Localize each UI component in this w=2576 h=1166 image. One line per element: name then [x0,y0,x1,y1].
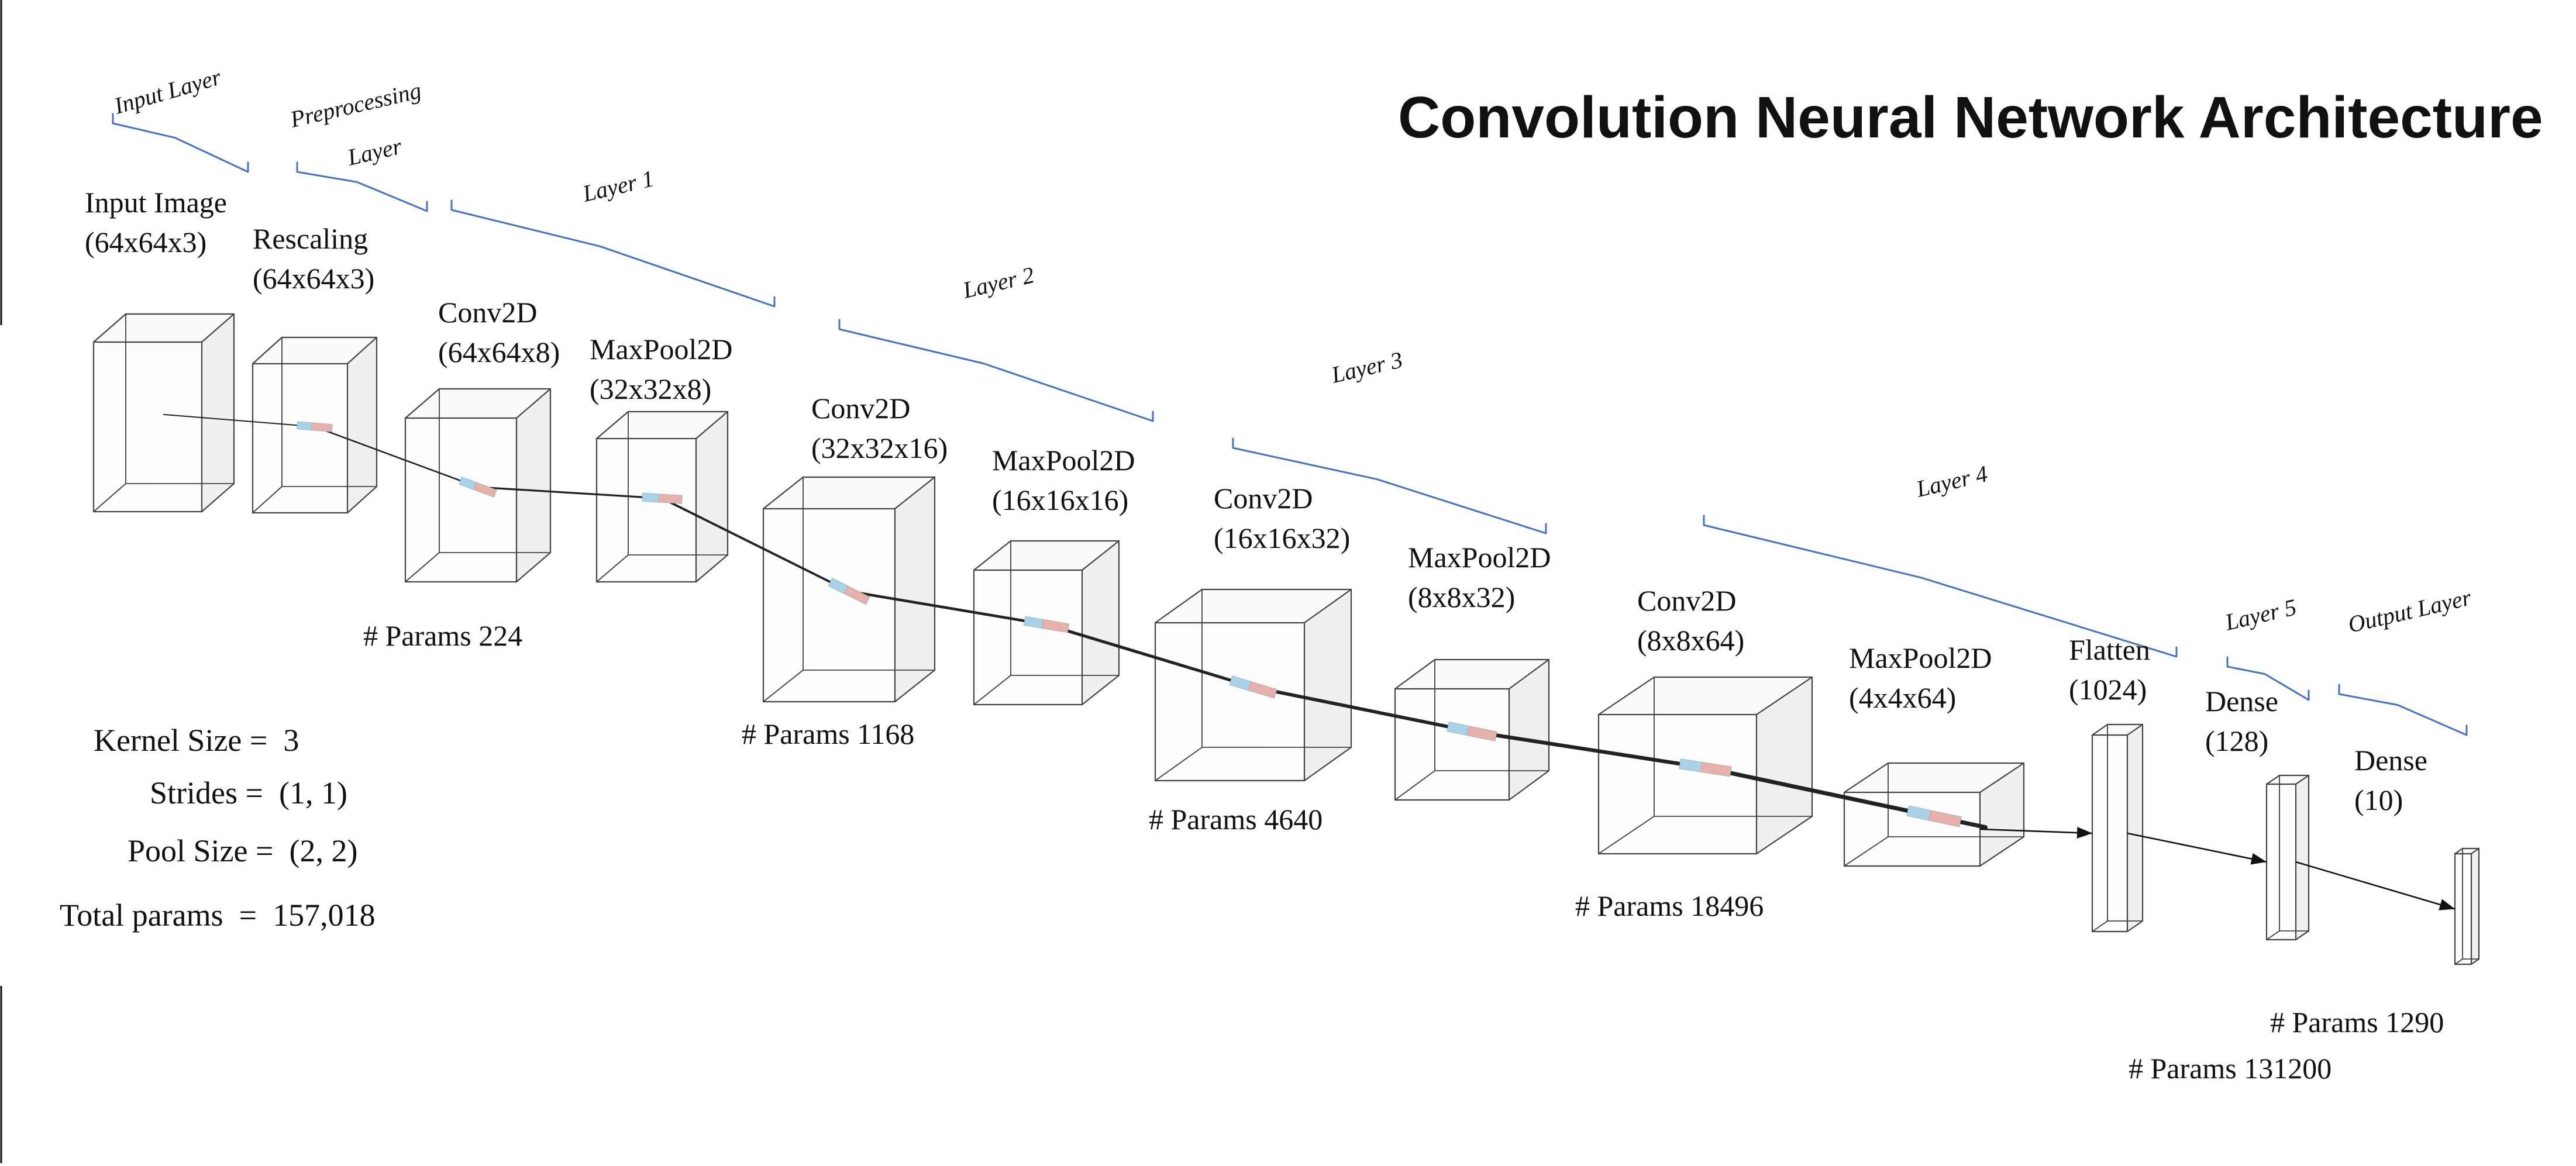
svg-text:(32x32x16): (32x32x16) [811,432,948,464]
svg-text:Kernel Size = 3: Kernel Size = 3 [94,723,299,758]
svg-text:Conv2D: Conv2D [1637,584,1736,617]
svg-text:# Params 1290: # Params 1290 [2270,1006,2444,1039]
svg-text:(16x16x16): (16x16x16) [992,484,1128,516]
svg-text:Rescaling: Rescaling [253,222,368,255]
svg-text:(32x32x8): (32x32x8) [590,372,711,405]
svg-text:MaxPool2D: MaxPool2D [992,444,1135,477]
svg-text:(64x64x3): (64x64x3) [85,226,206,258]
svg-text:(64x64x3): (64x64x3) [253,262,374,295]
svg-text:# Params 18496: # Params 18496 [1575,889,1764,922]
svg-text:(4x4x64): (4x4x64) [1849,681,1956,714]
svg-text:# Params 1168: # Params 1168 [742,717,914,750]
svg-text:Dense: Dense [2354,744,2427,777]
svg-text:Strides = (1, 1): Strides = (1, 1) [150,775,347,810]
svg-text:(8x8x64): (8x8x64) [1637,624,1744,657]
svg-text:Total params = 157,018: Total params = 157,018 [60,898,376,933]
svg-text:MaxPool2D: MaxPool2D [1849,641,1992,674]
svg-text:# Params 131200: # Params 131200 [2129,1052,2332,1085]
svg-text:Conv2D: Conv2D [811,392,910,425]
svg-text:(1024): (1024) [2069,673,2147,706]
svg-text:MaxPool2D: MaxPool2D [1408,541,1551,574]
svg-text:Flatten: Flatten [2069,633,2150,666]
svg-text:Convolution Neural Network Arc: Convolution Neural Network Architecture [1398,85,2543,150]
svg-text:(128): (128) [2205,725,2268,757]
svg-text:Input Image: Input Image [85,186,227,219]
svg-text:# Params 224: # Params 224 [363,619,522,652]
svg-text:Pool Size = (2, 2): Pool Size = (2, 2) [128,833,357,868]
svg-text:(16x16x32): (16x16x32) [1214,522,1350,554]
svg-text:MaxPool2D: MaxPool2D [590,333,732,365]
svg-text:Conv2D: Conv2D [438,296,537,329]
svg-text:Dense: Dense [2205,685,2278,717]
svg-text:(64x64x8): (64x64x8) [438,336,560,368]
svg-text:# Params 4640: # Params 4640 [1149,803,1323,836]
svg-text:Conv2D: Conv2D [1214,482,1313,515]
svg-text:(10): (10) [2354,784,2403,816]
svg-text:(8x8x32): (8x8x32) [1408,581,1515,613]
